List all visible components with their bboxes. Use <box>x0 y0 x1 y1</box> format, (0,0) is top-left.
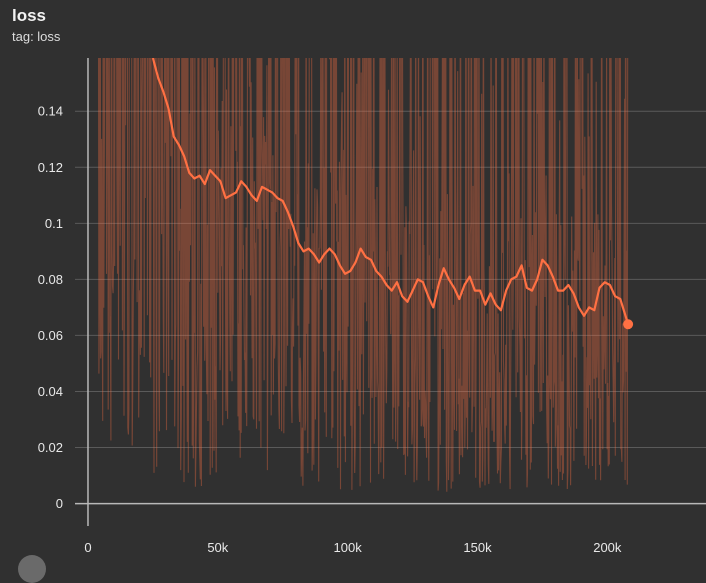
y-tick-label: 0.08 <box>38 272 63 287</box>
y-tick-label: 0 <box>56 496 63 511</box>
raw-loss-line <box>97 58 629 492</box>
card-tag: tag: loss <box>12 29 61 44</box>
y-tick-label: 0.04 <box>38 384 63 399</box>
smoothed-loss-line <box>151 58 630 325</box>
last-point-marker <box>623 319 634 330</box>
y-tick-label: 0.1 <box>45 216 63 231</box>
loss-chart: 0 0.02 0.04 0.06 0.08 0.1 0.12 0.14 0 50k 100k 150k… <box>38 58 706 555</box>
x-tick-label: 0 <box>84 540 91 555</box>
y-tick-label: 0.14 <box>38 104 63 119</box>
y-tick-label: 0.02 <box>38 440 63 455</box>
x-tick-label: 200k <box>593 540 622 555</box>
y-tick-label: 0.06 <box>38 328 63 343</box>
x-tick-label: 150k <box>463 540 492 555</box>
chart-menu-button[interactable] <box>18 555 46 583</box>
y-tick-label: 0.12 <box>38 160 63 175</box>
card-title: loss <box>12 6 47 25</box>
card-header: loss tag: loss <box>12 6 60 45</box>
x-tick-label: 50k <box>207 540 228 555</box>
x-tick-label: 100k <box>334 540 363 555</box>
